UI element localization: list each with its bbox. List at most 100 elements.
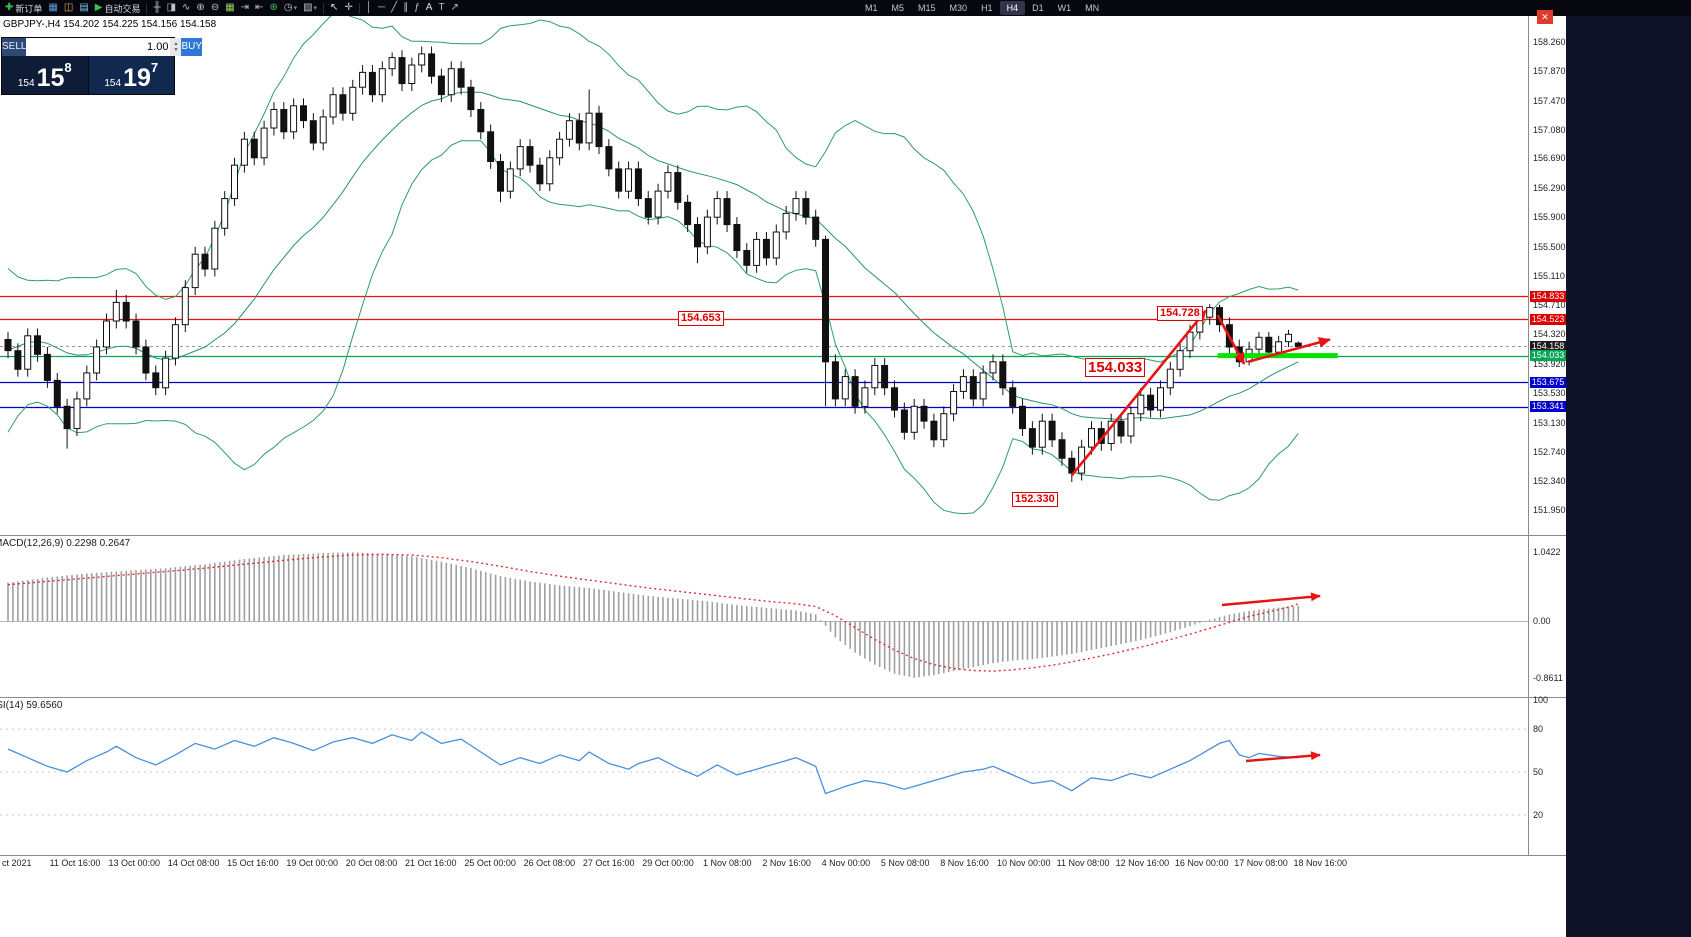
bar-chart-button[interactable]: ╫	[150, 1, 163, 15]
text-icon: A	[425, 2, 433, 13]
time-axis-label: 27 Oct 16:00	[582, 858, 635, 868]
timeframe-m15[interactable]: M15	[918, 3, 936, 13]
rsi-indicator-panel[interactable]	[0, 697, 1566, 855]
toolbar-separator	[146, 2, 148, 14]
text-label-button[interactable]: T	[435, 1, 447, 15]
cursor-button[interactable]: ↖	[327, 1, 341, 15]
price-axis-label: 153.130	[1533, 417, 1566, 428]
chevron-down-icon: ▾	[313, 5, 318, 12]
price-axis-label: 158.260	[1533, 37, 1566, 47]
zoom-in-button[interactable]: ⊕	[193, 1, 207, 15]
new-order-button-label: 新订单	[15, 3, 43, 14]
time-axis-label: 20 Oct 08:00	[345, 858, 398, 868]
price-axis-label: 154.320	[1533, 329, 1566, 340]
time-axis-label: 26 Oct 08:00	[523, 858, 576, 868]
chart-list-button[interactable]: ▦	[45, 1, 60, 15]
price-annotation[interactable]: 154.033	[1085, 358, 1146, 377]
spinner-down-icon[interactable]: ▼	[173, 47, 179, 53]
candlestick-chart-button[interactable]: ◨	[164, 1, 179, 15]
new-order-button[interactable]: ✚ 新订单	[2, 1, 45, 15]
vertical-line-icon: │	[365, 2, 373, 13]
panel-separator[interactable]	[0, 697, 1566, 698]
horizontal-line-button[interactable]: ─	[375, 1, 388, 15]
timeframe-m30[interactable]: M30	[949, 3, 968, 13]
indicators-button[interactable]: ⊕	[266, 1, 280, 15]
crosshair-button[interactable]: ✛	[341, 1, 355, 15]
volume-spinner[interactable]: ▲ ▼	[170, 38, 182, 56]
trend-arrow[interactable]	[1216, 314, 1246, 365]
equidistant-channel-button[interactable]: ∥	[400, 1, 411, 15]
line-chart-button[interactable]: ∿	[179, 1, 193, 15]
timeframe-m5[interactable]: M5	[891, 3, 905, 13]
price-annotation[interactable]: 152.330	[1012, 492, 1058, 507]
bid-big-digits: 15	[36, 64, 65, 92]
spinner-up-icon[interactable]: ▲	[173, 41, 179, 47]
auto-scroll-button[interactable]: ⇥	[238, 1, 252, 15]
chart-list-icon: ▦	[48, 2, 58, 13]
price-annotation[interactable]: 154.728	[1157, 306, 1203, 321]
timeframe-m1[interactable]: M1	[865, 3, 878, 13]
price-axis-label: 157.470	[1533, 95, 1566, 106]
cursor-icon: ↖	[330, 2, 339, 13]
candlestick-chart[interactable]	[0, 16, 1528, 535]
timeframe-h4[interactable]: H4	[999, 1, 1026, 15]
vertical-line-button[interactable]: │	[363, 1, 375, 15]
market-watch-button[interactable]: ▤	[76, 1, 91, 15]
price-axis-label: 156.290	[1533, 183, 1566, 194]
timeframe-w1[interactable]: W1	[1057, 3, 1072, 13]
horizontal-line-icon: ─	[378, 2, 386, 13]
crosshair-icon: ✛	[344, 2, 353, 13]
macd-indicator-panel[interactable]	[0, 535, 1566, 697]
rsi-line	[7, 731, 1299, 795]
periods-dropdown[interactable]: ◷ ▾	[281, 1, 300, 15]
tile-windows-icon: ▦	[225, 2, 235, 13]
price-axis[interactable]: 1.0422 0.00 -0.8611 100 80 50 20 158.260…	[1528, 16, 1566, 855]
ask-pip-digit: 7	[150, 60, 159, 75]
new-order-icon: ✚	[5, 2, 14, 13]
arrows-button[interactable]: ↗	[448, 1, 462, 15]
fibonacci-button[interactable]: ƒ	[411, 1, 423, 15]
time-axis[interactable]: ct 2021 11 Oct 16:00 13 Oct 00:00 14 Oct 08…	[0, 855, 1566, 937]
panel-separator	[0, 855, 1566, 856]
trade-panel-controls: SELL ▲ ▼ BUY	[2, 38, 203, 56]
panel-separator[interactable]	[0, 535, 1566, 536]
time-axis-label: 18 Nov 16:00	[1293, 858, 1348, 868]
ask-price-button[interactable]: 154 19 7	[88, 56, 174, 94]
bid-ask-display: 154 15 8 154 19 7	[2, 56, 174, 94]
fibonacci-icon: ƒ	[414, 2, 420, 13]
equidistant-channel-icon: ∥	[403, 2, 409, 13]
price-annotation[interactable]: 154.653	[678, 311, 724, 326]
bid-price-button[interactable]: 154 15 8	[2, 56, 89, 94]
tile-windows-button[interactable]: ▦	[222, 1, 237, 15]
price-axis-label: 155.500	[1533, 241, 1566, 252]
time-axis-label: ct 2021	[2, 858, 32, 868]
macd-chart[interactable]	[0, 535, 1528, 697]
trend-arrow[interactable]	[1247, 337, 1331, 364]
volume-input[interactable]	[26, 38, 171, 56]
time-axis-label: 15 Oct 16:00	[227, 858, 279, 868]
zoom-out-button[interactable]: ⊖	[208, 1, 222, 15]
sell-button[interactable]: SELL	[2, 38, 27, 56]
macd-trend-arrow[interactable]	[1221, 592, 1321, 607]
price-axis-label: 157.870	[1533, 65, 1566, 76]
timeframe-d1[interactable]: D1	[1032, 3, 1044, 13]
price-chart-panel[interactable]	[0, 16, 1566, 535]
chart-close-button[interactable]: ✕	[1537, 10, 1553, 24]
trend-arrow[interactable]	[1070, 309, 1207, 477]
chart-shift-button[interactable]: ⇤	[252, 1, 266, 15]
auto-trading-button[interactable]: ▶ 自动交易	[92, 1, 144, 15]
timeframe-mn[interactable]: MN	[1085, 3, 1100, 13]
time-axis-label: 1 Nov 08:00	[703, 858, 752, 868]
profiles-button[interactable]: ◫	[61, 1, 76, 15]
buy-button[interactable]: BUY	[181, 38, 203, 56]
rsi-chart[interactable]	[0, 697, 1528, 855]
templates-dropdown[interactable]: ▧ ▾	[300, 1, 320, 15]
rsi-trend-arrow[interactable]	[1245, 751, 1321, 763]
timeframe-h1[interactable]: H1	[981, 3, 993, 13]
rsi-scale-100: 100	[1533, 695, 1549, 705]
time-axis-label: 11 Oct 16:00	[49, 858, 101, 868]
time-axis-label: 5 Nov 08:00	[880, 858, 930, 868]
trendline-button[interactable]: ╱	[388, 1, 400, 15]
macd-signal-line	[7, 553, 1299, 672]
text-button[interactable]: A	[423, 1, 436, 15]
